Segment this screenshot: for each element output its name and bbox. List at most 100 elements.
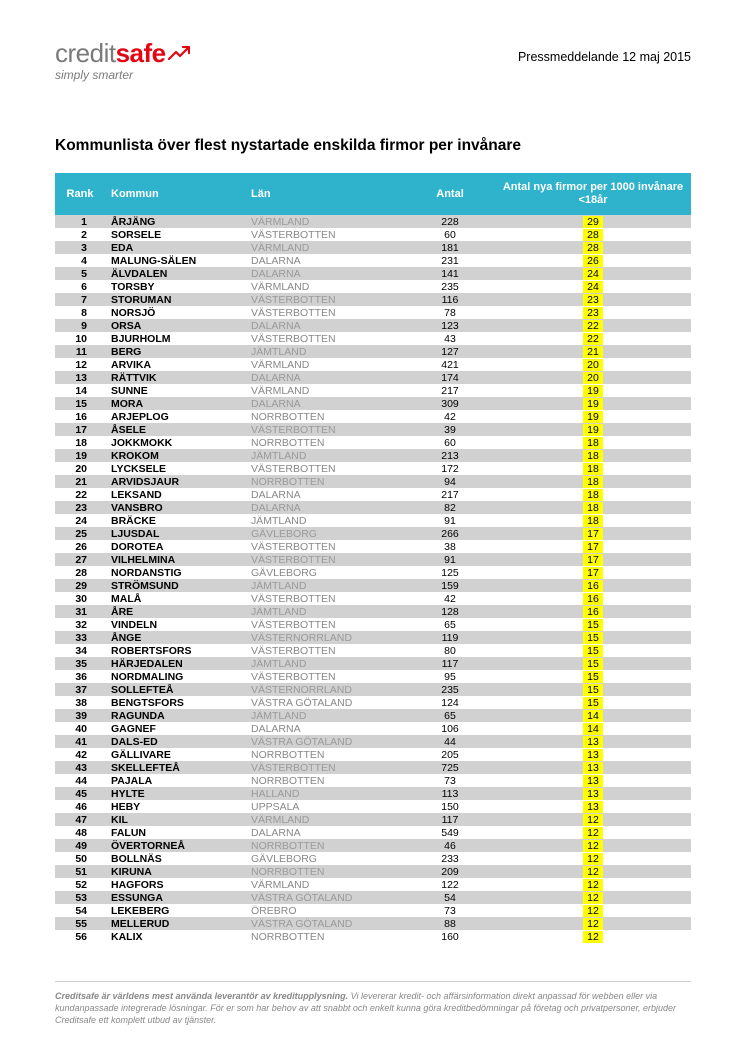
cell-kommun: DOROTEA bbox=[105, 540, 245, 553]
cell-rank: 34 bbox=[55, 644, 105, 657]
cell-kommun: KALIX bbox=[105, 930, 245, 943]
cell-ratio: 20 bbox=[495, 358, 691, 371]
table-row: 45HYLTEHALLAND11313 bbox=[55, 787, 691, 800]
table-row: 54LEKEBERGÖREBRO7312 bbox=[55, 904, 691, 917]
cell-kommun: HEBY bbox=[105, 800, 245, 813]
cell-lan: VÄSTERBOTTEN bbox=[245, 592, 405, 605]
cell-lan: VÄSTERBOTTEN bbox=[245, 293, 405, 306]
cell-kommun: SKELLEFTEÅ bbox=[105, 761, 245, 774]
cell-antal: 235 bbox=[405, 683, 495, 696]
cell-kommun: RÄTTVIK bbox=[105, 371, 245, 384]
cell-kommun: SUNNE bbox=[105, 384, 245, 397]
cell-antal: 42 bbox=[405, 410, 495, 423]
cell-rank: 15 bbox=[55, 397, 105, 410]
cell-rank: 53 bbox=[55, 891, 105, 904]
cell-lan: VÄSTERBOTTEN bbox=[245, 553, 405, 566]
cell-rank: 30 bbox=[55, 592, 105, 605]
cell-kommun: SORSELE bbox=[105, 228, 245, 241]
cell-antal: 60 bbox=[405, 436, 495, 449]
cell-kommun: BERG bbox=[105, 345, 245, 358]
cell-ratio: 22 bbox=[495, 319, 691, 332]
table-row: 31ÅREJÄMTLAND12816 bbox=[55, 605, 691, 618]
table-row: 44PAJALANORRBOTTEN7313 bbox=[55, 774, 691, 787]
table-row: 16ARJEPLOGNORRBOTTEN4219 bbox=[55, 410, 691, 423]
cell-kommun: ESSUNGA bbox=[105, 891, 245, 904]
cell-antal: 91 bbox=[405, 553, 495, 566]
cell-lan: DALARNA bbox=[245, 826, 405, 839]
cell-rank: 10 bbox=[55, 332, 105, 345]
cell-ratio: 12 bbox=[495, 839, 691, 852]
cell-antal: 106 bbox=[405, 722, 495, 735]
kommun-table: Rank Kommun Län Antal Antal nya firmor p… bbox=[55, 173, 691, 943]
cell-ratio: 20 bbox=[495, 371, 691, 384]
page-header: creditsafe simply smarter Pressmeddeland… bbox=[55, 40, 691, 82]
cell-antal: 160 bbox=[405, 930, 495, 943]
table-row: 9ORSADALARNA12322 bbox=[55, 319, 691, 332]
cell-antal: 141 bbox=[405, 267, 495, 280]
cell-kommun: GÄLLIVARE bbox=[105, 748, 245, 761]
cell-ratio: 21 bbox=[495, 345, 691, 358]
table-row: 20LYCKSELEVÄSTERBOTTEN17218 bbox=[55, 462, 691, 475]
cell-antal: 119 bbox=[405, 631, 495, 644]
cell-lan: VÄRMLAND bbox=[245, 280, 405, 293]
table-row: 1ÅRJÄNGVÄRMLAND22829 bbox=[55, 215, 691, 228]
cell-kommun: LJUSDAL bbox=[105, 527, 245, 540]
cell-lan: VÄSTRA GÖTALAND bbox=[245, 696, 405, 709]
cell-ratio: 17 bbox=[495, 540, 691, 553]
cell-rank: 17 bbox=[55, 423, 105, 436]
cell-lan: JÄMTLAND bbox=[245, 579, 405, 592]
cell-antal: 65 bbox=[405, 618, 495, 631]
logo-arrow-icon bbox=[168, 38, 190, 64]
col-header-ratio: Antal nya firmor per 1000 invånare <18år bbox=[495, 173, 691, 215]
cell-lan: NORRBOTTEN bbox=[245, 930, 405, 943]
press-release-date: Pressmeddelande 12 maj 2015 bbox=[518, 40, 691, 64]
cell-lan: DALARNA bbox=[245, 254, 405, 267]
cell-lan: DALARNA bbox=[245, 722, 405, 735]
cell-lan: UPPSALA bbox=[245, 800, 405, 813]
cell-lan: DALARNA bbox=[245, 319, 405, 332]
cell-kommun: MORA bbox=[105, 397, 245, 410]
cell-ratio: 12 bbox=[495, 917, 691, 930]
cell-ratio: 26 bbox=[495, 254, 691, 267]
cell-antal: 266 bbox=[405, 527, 495, 540]
cell-rank: 23 bbox=[55, 501, 105, 514]
cell-kommun: VILHELMINA bbox=[105, 553, 245, 566]
cell-antal: 65 bbox=[405, 709, 495, 722]
cell-rank: 1 bbox=[55, 215, 105, 228]
cell-lan: DALARNA bbox=[245, 371, 405, 384]
cell-rank: 41 bbox=[55, 735, 105, 748]
cell-kommun: NORDMALING bbox=[105, 670, 245, 683]
cell-ratio: 19 bbox=[495, 397, 691, 410]
cell-ratio: 16 bbox=[495, 605, 691, 618]
cell-lan: DALARNA bbox=[245, 501, 405, 514]
cell-kommun: EDA bbox=[105, 241, 245, 254]
table-row: 43SKELLEFTEÅVÄSTERBOTTEN72513 bbox=[55, 761, 691, 774]
table-row: 17ÅSELEVÄSTERBOTTEN3919 bbox=[55, 423, 691, 436]
cell-kommun: ARVIDSJAUR bbox=[105, 475, 245, 488]
table-row: 23VANSBRODALARNA8218 bbox=[55, 501, 691, 514]
cell-kommun: KROKOM bbox=[105, 449, 245, 462]
cell-rank: 44 bbox=[55, 774, 105, 787]
cell-rank: 9 bbox=[55, 319, 105, 332]
cell-kommun: BOLLNÄS bbox=[105, 852, 245, 865]
cell-antal: 228 bbox=[405, 215, 495, 228]
cell-antal: 113 bbox=[405, 787, 495, 800]
cell-antal: 43 bbox=[405, 332, 495, 345]
cell-rank: 50 bbox=[55, 852, 105, 865]
cell-ratio: 15 bbox=[495, 670, 691, 683]
cell-lan: VÄSTERBOTTEN bbox=[245, 644, 405, 657]
cell-ratio: 22 bbox=[495, 332, 691, 345]
cell-kommun: STRÖMSUND bbox=[105, 579, 245, 592]
cell-ratio: 18 bbox=[495, 436, 691, 449]
cell-antal: 44 bbox=[405, 735, 495, 748]
table-row: 19KROKOMJÄMTLAND21318 bbox=[55, 449, 691, 462]
table-row: 10BJURHOLMVÄSTERBOTTEN4322 bbox=[55, 332, 691, 345]
cell-rank: 13 bbox=[55, 371, 105, 384]
cell-rank: 55 bbox=[55, 917, 105, 930]
cell-antal: 725 bbox=[405, 761, 495, 774]
cell-rank: 31 bbox=[55, 605, 105, 618]
cell-rank: 32 bbox=[55, 618, 105, 631]
cell-rank: 16 bbox=[55, 410, 105, 423]
table-row: 28NORDANSTIGGÄVLEBORG12517 bbox=[55, 566, 691, 579]
cell-rank: 36 bbox=[55, 670, 105, 683]
